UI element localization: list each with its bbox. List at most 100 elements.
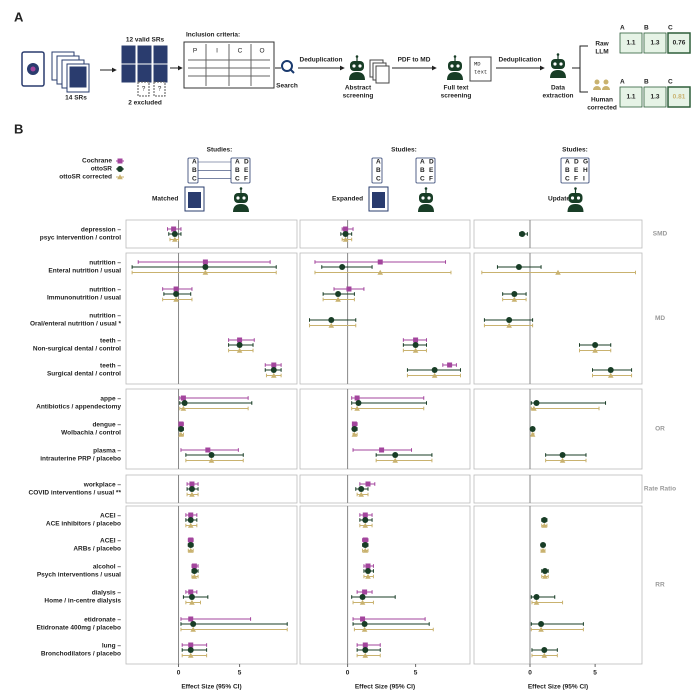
study-letter: C	[565, 175, 570, 182]
marker-square	[202, 259, 208, 265]
row-comparison: Immunonutrition / usual	[47, 295, 121, 302]
row-comparison: Non-surgical dental / control	[33, 346, 121, 353]
group-label: MD	[655, 315, 665, 322]
study-letter: C	[420, 175, 425, 182]
row-comparison: Home / in-centre dialysis	[44, 598, 121, 605]
panel-name: Expanded	[332, 196, 363, 203]
search-icon	[281, 60, 293, 72]
marker-square	[189, 481, 195, 487]
human-label: Human	[591, 97, 613, 104]
marker-triangle	[555, 269, 561, 275]
step-label: Deduplication	[300, 57, 343, 64]
row-comparison: Bronchodilators / placebo	[41, 651, 121, 658]
excluded-doc	[137, 81, 150, 97]
study-letter: C	[376, 175, 381, 182]
row-outcome: nutrition –	[89, 287, 121, 294]
marker-triangle	[178, 431, 184, 437]
robot-head	[568, 193, 583, 203]
row-comparison: Surgical dental / control	[47, 371, 121, 378]
row-comparison: Etidronate 400mg / placebo	[36, 625, 121, 632]
study-letter: G	[583, 159, 588, 166]
study-box	[560, 157, 590, 184]
marker-triangle	[328, 322, 335, 328]
marker-circle	[365, 568, 371, 574]
row-comparison: psyc intervention / control	[40, 235, 121, 242]
marker-square	[346, 286, 352, 292]
group-label: RR	[655, 582, 665, 589]
group-box	[299, 474, 471, 504]
robot-body	[567, 204, 584, 212]
table-cell	[643, 32, 667, 54]
row-comparison: Antibiotics / appendectomy	[36, 404, 121, 411]
marker-triangle	[236, 347, 243, 353]
marker-circle	[191, 568, 198, 574]
group-box	[473, 252, 643, 385]
marker-circle	[533, 400, 540, 406]
row-comparison: intrauterine PRP / placebo	[40, 456, 121, 463]
branch	[572, 45, 588, 93]
excluded-doc	[153, 81, 166, 97]
robot-body	[447, 72, 463, 80]
marker-triangle	[359, 599, 366, 605]
marker-square	[365, 563, 371, 569]
robot-head	[419, 193, 433, 203]
study-letter: B	[420, 167, 425, 174]
group-box	[473, 388, 643, 470]
marker-triangle	[538, 626, 544, 632]
marker-circle	[187, 542, 194, 548]
group-label: OR	[655, 426, 665, 433]
book-logo-core	[30, 66, 36, 72]
row-outcome: ACEI –	[100, 513, 121, 520]
study-letter: A	[235, 159, 240, 166]
robot-eye	[456, 64, 460, 68]
group-box	[473, 505, 643, 665]
marker-triangle	[189, 491, 195, 497]
raw-label: Raw	[595, 41, 609, 48]
studies-label: Studies:	[391, 147, 417, 154]
human-label: corrected	[587, 105, 617, 112]
marker-square	[413, 337, 419, 343]
table-header: B	[644, 25, 649, 32]
row-outcome: dengue –	[92, 422, 121, 429]
marker-circle	[541, 647, 548, 653]
robot-antenna-tip	[424, 187, 428, 190]
study-letter: D	[244, 159, 249, 166]
marker-circle	[177, 426, 184, 432]
row-comparison: Psych interventions / usual	[37, 572, 121, 579]
marker-triangle	[541, 522, 548, 528]
study-letter: E	[244, 167, 249, 174]
result-tables: A 1.1 B 1.3 C 0.76 A 1.1 B 1.3 C 0.81	[619, 25, 691, 108]
table-cell	[667, 86, 691, 108]
table-value: 0.76	[673, 40, 686, 47]
study-letter: E	[429, 167, 434, 174]
marker-circle	[173, 291, 180, 297]
robot-antenna-tip	[574, 187, 577, 190]
marker-triangle	[335, 296, 341, 302]
group-box	[125, 388, 298, 470]
study-letter: A	[192, 159, 197, 166]
table-value: 1.1	[626, 94, 635, 101]
marker-square	[362, 642, 368, 648]
marker-triangle	[511, 296, 518, 302]
robot-head	[551, 59, 565, 69]
robot-icon	[447, 55, 463, 80]
x-axis-label: Effect Size (95% CI)	[528, 684, 588, 691]
marker-triangle	[529, 431, 536, 437]
group-box	[299, 252, 471, 385]
marker-triangle	[506, 322, 512, 328]
robot-eye	[570, 196, 575, 200]
row-comparison: Wolbachia / control	[61, 430, 121, 437]
marker-circle	[538, 621, 545, 627]
valid-srs: 12 valid SRs	[126, 37, 165, 44]
panel-name: Matched	[152, 196, 178, 203]
table-value: 0.81	[673, 94, 686, 101]
marker-circle	[328, 317, 335, 323]
doc-stack	[369, 59, 390, 84]
legend-label: ottoSR	[91, 166, 113, 173]
marker-triangle	[187, 547, 194, 553]
studies-label: Studies:	[207, 147, 233, 154]
marker-circle	[392, 452, 399, 458]
robot-antenna-tip	[355, 55, 359, 58]
marker-triangle	[208, 457, 215, 463]
criteria-title: Inclusion criteria:	[186, 32, 240, 39]
